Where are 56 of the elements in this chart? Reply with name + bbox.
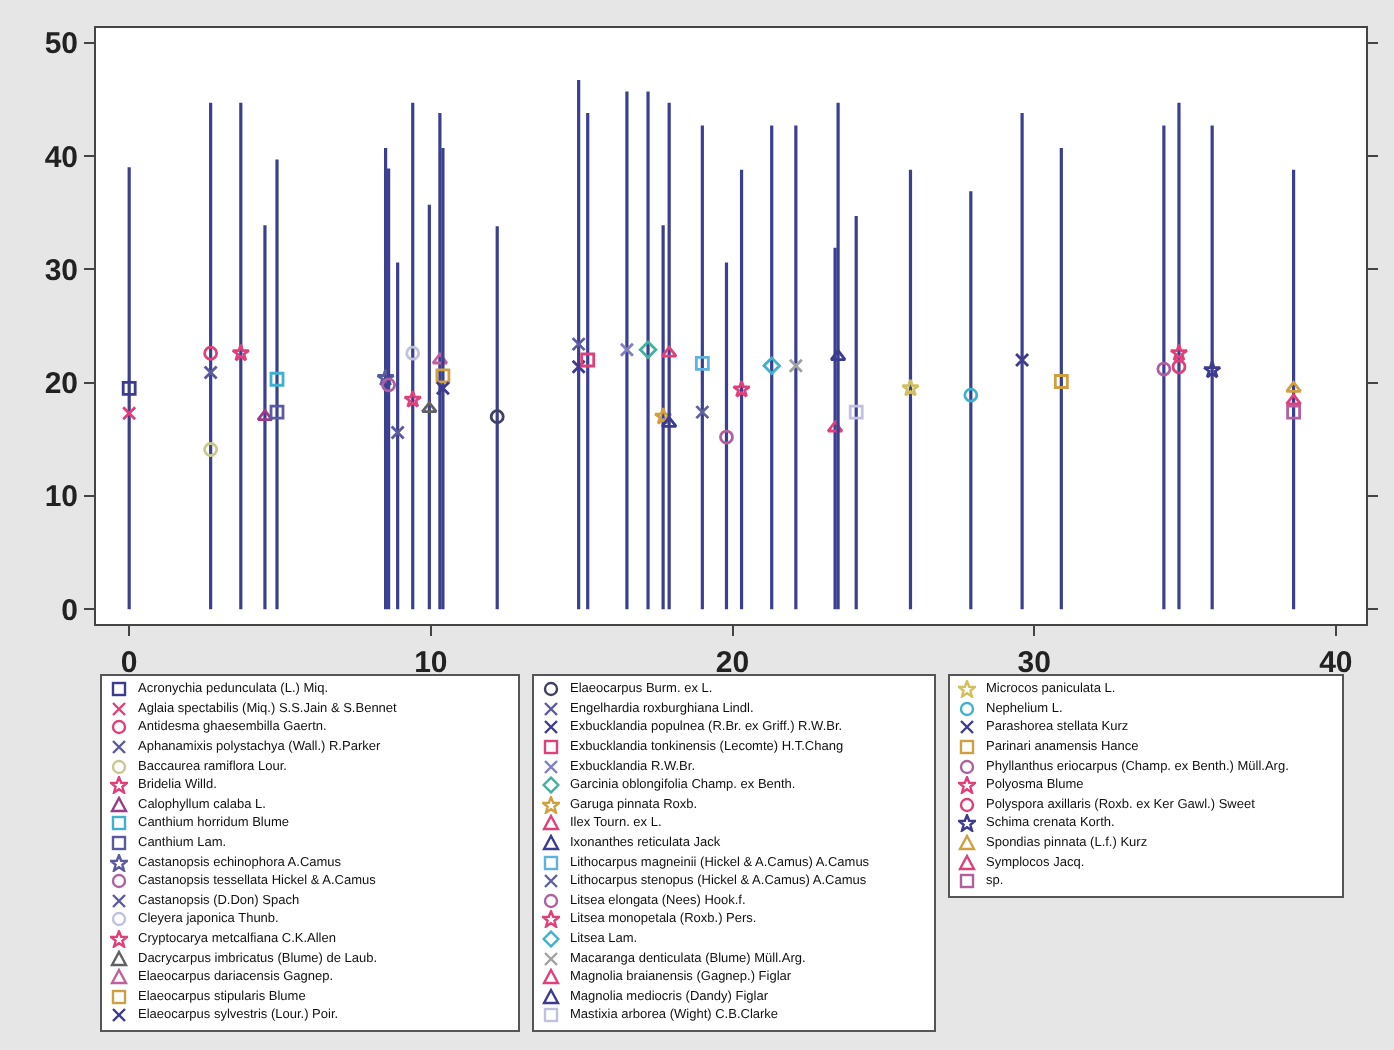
x-tick-label: 10 (414, 646, 448, 680)
point (1014, 352, 1030, 368)
point (1285, 380, 1302, 393)
point (256, 409, 274, 422)
y-tick-label: 30 (44, 253, 78, 288)
point (619, 342, 635, 358)
point (405, 345, 421, 361)
point (403, 389, 423, 408)
y-tick-label: 0 (61, 593, 78, 628)
x-tick-label: 0 (120, 646, 138, 680)
point (694, 356, 710, 371)
point (719, 429, 734, 445)
point (788, 358, 804, 374)
point (1285, 393, 1302, 406)
point (1202, 360, 1222, 379)
point (435, 380, 451, 396)
point (435, 368, 451, 384)
point (489, 409, 505, 425)
point (571, 359, 587, 375)
point (390, 425, 406, 440)
point (121, 405, 137, 421)
x-tick-label: 40 (1319, 646, 1353, 680)
point (269, 371, 285, 387)
point (431, 352, 449, 365)
x-tick-label: 20 (715, 646, 750, 680)
point (826, 420, 844, 433)
y-tick-label: 10 (44, 480, 78, 515)
y-tick-label: 50 (44, 27, 78, 62)
y-tick-label: 20 (44, 367, 78, 402)
point (580, 352, 596, 368)
point (203, 345, 219, 361)
point (653, 406, 673, 425)
point (1286, 404, 1301, 420)
point (231, 343, 251, 362)
point (848, 404, 864, 420)
point (121, 380, 137, 396)
point (421, 401, 438, 414)
point (1053, 374, 1069, 389)
point (660, 345, 678, 358)
point (571, 336, 587, 352)
point (381, 377, 397, 393)
point (203, 442, 219, 457)
point (694, 404, 710, 420)
point (762, 356, 781, 375)
point (901, 378, 920, 397)
y-tick-label: 40 (44, 140, 78, 175)
point (963, 387, 979, 403)
point (1156, 361, 1172, 377)
x-tick-label: 30 (1017, 646, 1051, 680)
point (638, 340, 658, 359)
point (376, 368, 395, 387)
point (203, 365, 219, 380)
point (1171, 359, 1187, 375)
point (732, 379, 751, 398)
point (1169, 343, 1189, 362)
point (269, 404, 285, 420)
